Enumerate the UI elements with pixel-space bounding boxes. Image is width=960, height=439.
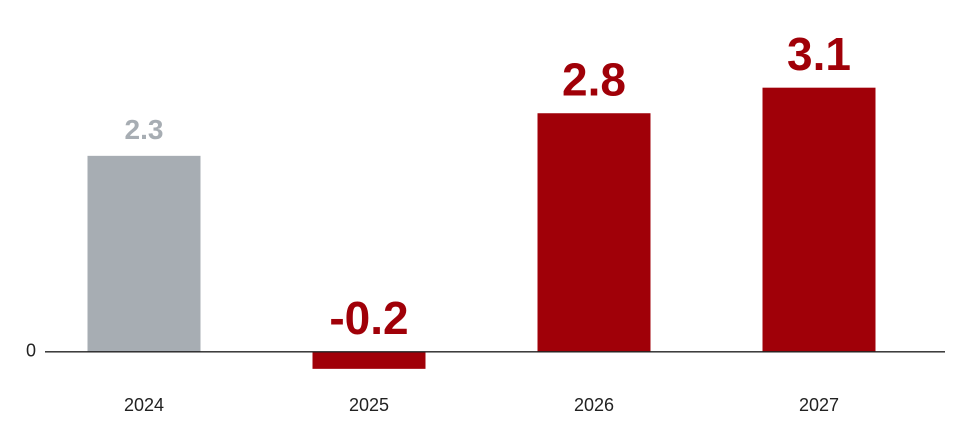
value-label: 2.3 xyxy=(125,114,164,145)
bar xyxy=(762,87,876,352)
bar xyxy=(537,113,651,352)
x-tick-label: 2025 xyxy=(349,395,389,415)
y-tick-label: 0 xyxy=(26,341,36,361)
value-label: -0.2 xyxy=(329,292,408,344)
value-label: 3.1 xyxy=(787,28,851,80)
x-tick-label: 2024 xyxy=(124,395,164,415)
value-label: 2.8 xyxy=(562,53,626,105)
bar xyxy=(87,155,201,352)
bar xyxy=(312,351,426,369)
x-tick-label: 2026 xyxy=(574,395,614,415)
x-tick-label: 2027 xyxy=(799,395,839,415)
